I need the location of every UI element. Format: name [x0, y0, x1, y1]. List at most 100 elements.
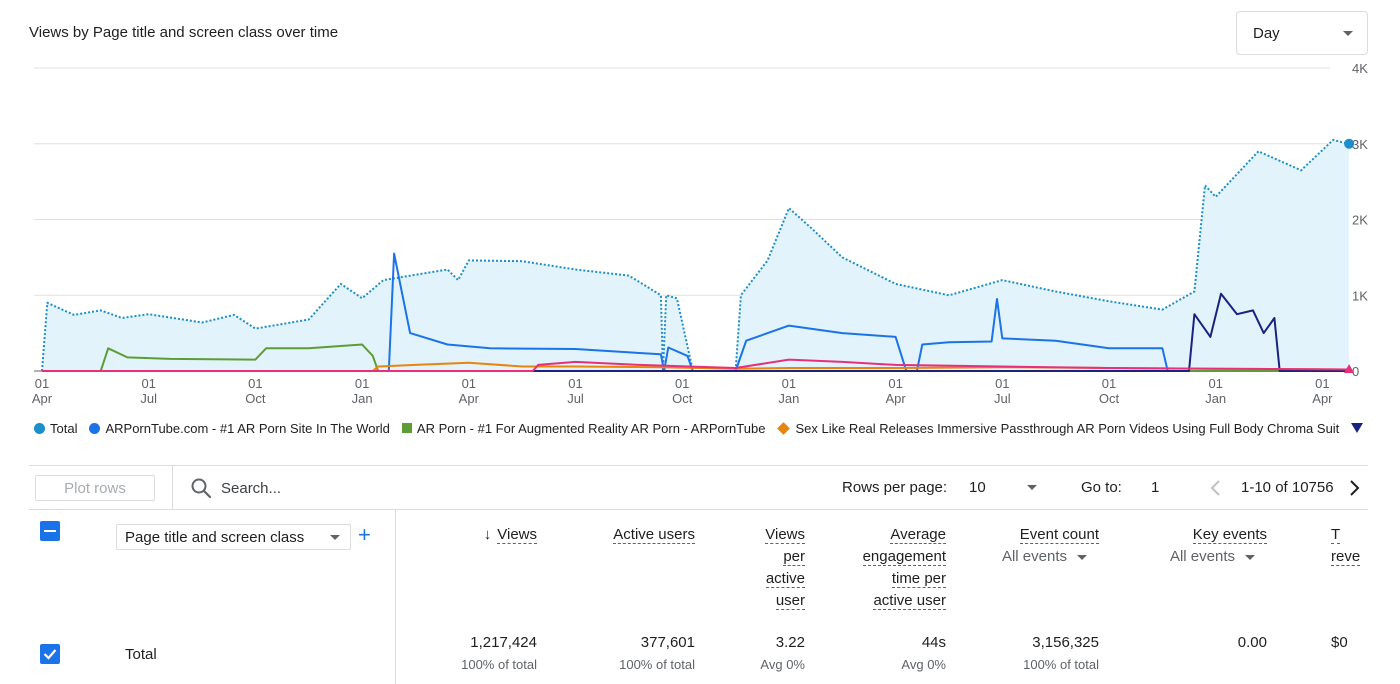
x-tick-month: Oct	[245, 391, 266, 406]
total-cell: 44s Avg 0%	[901, 634, 946, 672]
column-header[interactable]: Views per active user	[705, 524, 805, 612]
y-tick-label: 0	[1352, 364, 1359, 379]
x-tick-month: Apr	[1312, 391, 1333, 406]
x-tick-month: Jan	[1205, 391, 1226, 406]
dimension-select[interactable]: Page title and screen class	[116, 524, 351, 550]
legend-item[interactable]: ARPornTube.com - #1 AR Porn Site In The …	[89, 420, 390, 436]
x-tick-day: 01	[355, 376, 369, 391]
x-tick-day: 01	[462, 376, 476, 391]
pagination-range: 1-10 of 10756	[1241, 479, 1334, 496]
toolbar-divider	[172, 466, 173, 510]
y-tick-label: 4K	[1352, 61, 1368, 76]
pink-end-marker	[1344, 364, 1355, 373]
chevron-down-icon	[330, 534, 340, 540]
x-tick-day: 01	[248, 376, 262, 391]
granularity-select[interactable]: Day	[1236, 11, 1368, 55]
column-header-line: reve	[1331, 548, 1361, 566]
x-tick-month: Apr	[459, 391, 480, 406]
check-icon	[43, 649, 57, 660]
legend-item[interactable]: Sex Like Real Releases Immersive Passthr…	[777, 421, 1339, 436]
series-line-0	[41, 139, 1350, 372]
x-tick-day: 01	[1208, 376, 1222, 391]
series-line-4	[42, 292, 1350, 372]
column-header-line: active	[765, 570, 805, 588]
x-tick-day: 01	[568, 376, 582, 391]
total-cell: 0.00	[1237, 634, 1267, 651]
chart-legend: Total ARPornTube.com - #1 AR Porn Site In…	[34, 418, 1368, 438]
column-header[interactable]: ↓ Views	[397, 524, 537, 546]
add-dimension-button[interactable]: +	[358, 522, 371, 547]
x-tick-day: 01	[995, 376, 1009, 391]
column-divider	[395, 510, 396, 684]
column-header-line: Event count	[1019, 526, 1099, 544]
goto-input[interactable]: 1	[1151, 479, 1160, 496]
x-tick-month: Oct	[672, 391, 693, 406]
search-input[interactable]	[219, 475, 619, 501]
plot-rows-button[interactable]: Plot rows	[35, 475, 155, 501]
x-tick-day: 01	[1102, 376, 1116, 391]
x-tick-day: 01	[782, 376, 796, 391]
total-cell: 377,601 100% of total	[619, 634, 695, 672]
rows-per-page-label: Rows per page:	[842, 479, 948, 496]
x-tick-month: Apr	[32, 391, 53, 406]
x-tick-day: 01	[888, 376, 902, 391]
x-tick-month: Apr	[885, 391, 906, 406]
column-header-line: Active users	[613, 526, 695, 544]
data-table: Page title and screen class + ↓ Views Acti…	[29, 510, 1368, 684]
column-header-line: time per	[891, 570, 946, 588]
column-header-line: per	[783, 548, 805, 566]
series-line-2	[42, 343, 1350, 372]
column-header-line: Key events	[1192, 526, 1267, 544]
legend-label: Total	[50, 420, 78, 436]
granularity-value: Day	[1253, 24, 1280, 42]
legend-item[interactable]: A	[1351, 421, 1368, 436]
square-marker-icon	[401, 423, 412, 433]
x-tick-day: 01	[141, 376, 155, 391]
chevron-left-icon[interactable]	[1209, 477, 1223, 499]
total-cell: 3.22 Avg 0%	[760, 634, 805, 672]
x-tick-month: Oct	[1099, 391, 1120, 406]
x-tick-day: 01	[675, 376, 689, 391]
legend-item[interactable]: Total	[34, 421, 77, 436]
column-header[interactable]: Average engagement time per active user	[816, 524, 946, 612]
chevron-down-icon	[1077, 554, 1087, 560]
sort-down-arrow-icon: ↓	[483, 526, 492, 543]
legend-item[interactable]: AR Porn - #1 For Augmented Reality AR Po…	[401, 420, 766, 436]
series-line-1	[42, 252, 1350, 372]
select-all-checkbox[interactable]	[40, 521, 60, 541]
total-cell: $0	[1331, 634, 1348, 651]
column-header[interactable]: Key events All events	[1117, 524, 1267, 568]
x-tick-month: Jul	[994, 391, 1011, 406]
rows-per-page-select[interactable]: 10	[969, 479, 1037, 496]
column-header-line: Average	[890, 526, 946, 544]
legend-label: ARPornTube.com - #1 AR Porn Site In The …	[105, 420, 390, 436]
triangle-marker-icon	[1351, 423, 1364, 433]
legend-label: AR Porn - #1 For Augmented Reality AR Po…	[416, 420, 766, 436]
event-filter-select[interactable]: All events	[949, 546, 1099, 568]
column-header-line: active user	[873, 592, 946, 610]
table-toolbar: Plot rows Rows per page: 10 Go to: 1 1-1…	[29, 465, 1368, 510]
chevron-right-icon[interactable]	[1347, 477, 1361, 499]
legend-label: Sex Like Real Releases Immersive Passthr…	[795, 420, 1340, 436]
total-row-label: Total	[125, 646, 157, 663]
x-tick-day: 01	[1315, 376, 1329, 391]
column-header-line: ↓ Views	[397, 524, 537, 546]
line-chart: 01K2K3K4K01Apr01Jul01Oct01Jan01Apr01Jul0…	[32, 61, 1368, 406]
column-header-line: engagement	[862, 548, 946, 566]
column-header-line: T	[1331, 526, 1341, 544]
total-row-checkbox[interactable]	[40, 644, 60, 664]
dimension-label: Page title and screen class	[125, 528, 305, 546]
search-icon	[191, 478, 212, 499]
goto-label: Go to:	[1081, 479, 1122, 496]
indeterminate-icon	[44, 530, 56, 532]
column-header-line: user	[775, 592, 805, 610]
column-header-line: Views	[765, 526, 805, 544]
pin-icon	[34, 422, 45, 434]
column-header[interactable]: Active users	[555, 524, 695, 546]
x-tick-month: Jul	[140, 391, 157, 406]
event-filter-select[interactable]: All events	[1117, 546, 1267, 568]
column-header[interactable]: Event count All events	[949, 524, 1099, 568]
series-line-5	[42, 358, 1350, 372]
chevron-down-icon	[1027, 485, 1037, 490]
